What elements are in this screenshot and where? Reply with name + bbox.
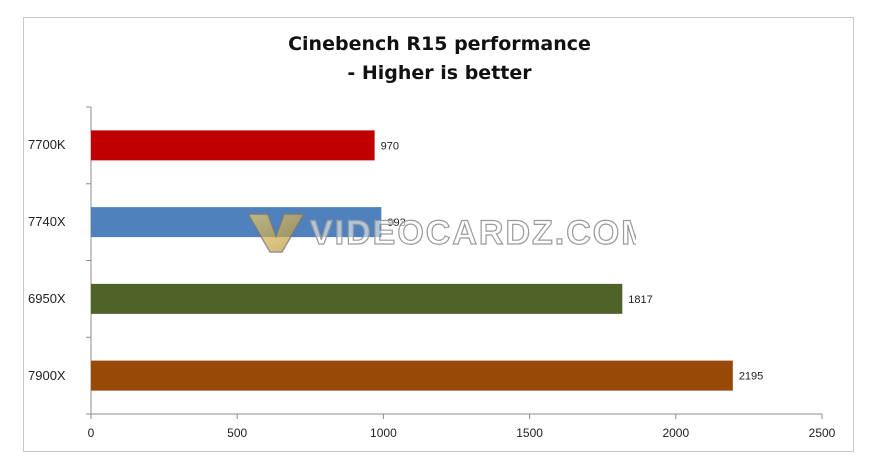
x-tick-label: 2500 [809, 426, 836, 440]
category-label: 7700K [28, 137, 66, 153]
x-tick-label: 500 [227, 426, 247, 440]
bar-7700k [91, 130, 375, 161]
data-label: 1817 [628, 294, 652, 306]
bar-6950x [91, 283, 623, 314]
data-label: 2195 [739, 371, 763, 383]
data-label: 970 [381, 140, 399, 152]
x-tick-label: 0 [88, 426, 95, 440]
x-tick-label: 1000 [370, 426, 397, 440]
chart-subtitle: - Higher is better [347, 62, 532, 84]
bar-7900x [91, 360, 733, 391]
category-label: 6950X [28, 290, 66, 306]
bar-7740x [91, 207, 382, 238]
chart-title: Cinebench R15 performance [288, 33, 591, 55]
category-label: 7900X [28, 367, 66, 383]
x-tick-label: 1500 [516, 426, 543, 440]
data-label: 993 [387, 217, 405, 229]
x-tick-label: 2000 [662, 426, 689, 440]
category-label: 7740X [28, 214, 66, 230]
